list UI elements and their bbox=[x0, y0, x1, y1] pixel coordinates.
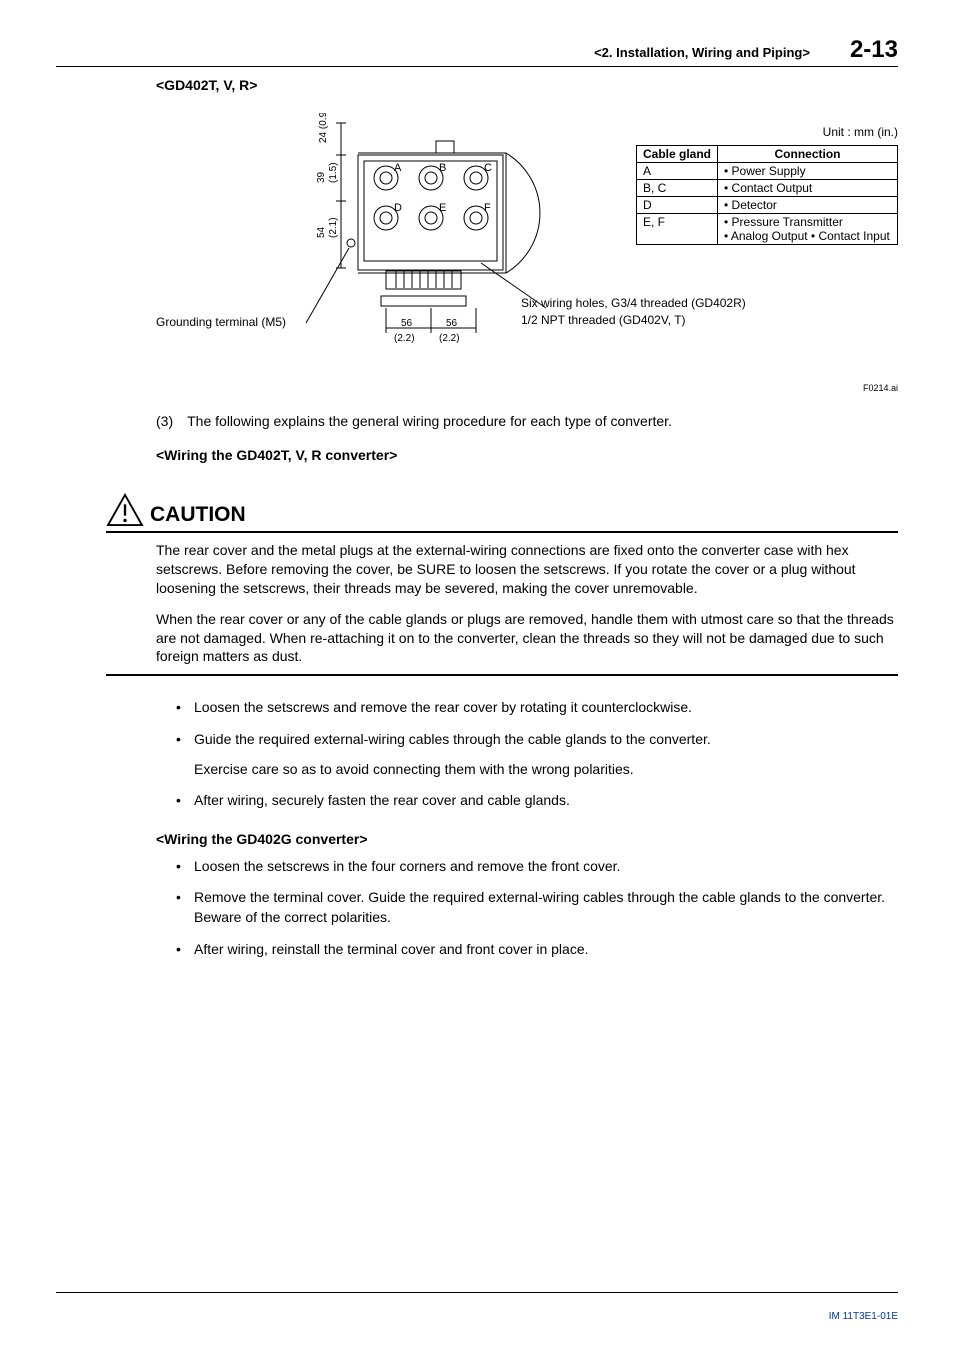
wiring-figure: Unit : mm (in.) Cable gland Connection A… bbox=[156, 113, 898, 393]
svg-text:A: A bbox=[394, 162, 402, 174]
svg-text:(2.1): (2.1) bbox=[328, 217, 339, 238]
footer-rule bbox=[56, 1292, 898, 1293]
list-item: Remove the terminal cover. Guide the req… bbox=[176, 888, 898, 927]
table-row: E, F• Pressure Transmitter • Analog Outp… bbox=[636, 214, 897, 245]
para-number: (3) bbox=[156, 413, 173, 429]
section-title: <2. Installation, Wiring and Piping> bbox=[594, 45, 810, 60]
table-row: A• Power Supply bbox=[636, 163, 897, 180]
caution-header: CAUTION bbox=[106, 493, 898, 527]
svg-text:(2.2): (2.2) bbox=[394, 333, 415, 344]
caution-icon bbox=[106, 493, 144, 527]
svg-text:E: E bbox=[439, 202, 446, 214]
para-text: The following explains the general wirin… bbox=[187, 413, 672, 429]
page-number: 2-13 bbox=[850, 36, 898, 64]
model-heading: <GD402T, V, R> bbox=[156, 77, 898, 93]
bullet-list-tvr: Loosen the setscrews and remove the rear… bbox=[156, 698, 898, 810]
svg-text:(1.5): (1.5) bbox=[328, 162, 339, 183]
caution-title: CAUTION bbox=[150, 503, 246, 527]
document-id: IM 11T3E1-01E bbox=[56, 1311, 898, 1322]
page-header: <2. Installation, Wiring and Piping> 2-1… bbox=[56, 36, 898, 67]
svg-text:B: B bbox=[439, 162, 446, 174]
cable-gland-table: Cable gland Connection A• Power Supply B… bbox=[636, 145, 898, 245]
svg-text:F: F bbox=[484, 202, 491, 214]
svg-text:56: 56 bbox=[446, 318, 458, 329]
svg-text:D: D bbox=[394, 202, 402, 214]
list-item: After wiring, securely fasten the rear c… bbox=[176, 791, 898, 811]
page: <2. Installation, Wiring and Piping> 2-1… bbox=[0, 0, 954, 1350]
grounding-terminal-label: Grounding terminal (M5) bbox=[156, 315, 286, 329]
table-header: Connection bbox=[718, 146, 898, 163]
content-area: <GD402T, V, R> Unit : mm (in.) Cable gla… bbox=[56, 77, 898, 959]
table-row: B, C• Contact Output bbox=[636, 180, 897, 197]
unit-label: Unit : mm (in.) bbox=[823, 125, 898, 139]
bullet-list-g: Loosen the setscrews in the four corners… bbox=[156, 857, 898, 959]
figure-id: F0214.ai bbox=[863, 383, 898, 393]
svg-text:54: 54 bbox=[316, 226, 327, 238]
paragraph-3: (3) The following explains the general w… bbox=[156, 413, 898, 429]
table-header-row: Cable gland Connection bbox=[636, 146, 897, 163]
caution-body: The rear cover and the metal plugs at th… bbox=[106, 531, 898, 676]
list-item: Loosen the setscrews in the four corners… bbox=[176, 857, 898, 877]
list-item-sub: Exercise care so as to avoid connecting … bbox=[194, 760, 898, 780]
svg-text:24 (0.9): 24 (0.9) bbox=[318, 113, 329, 143]
table-header: Cable gland bbox=[636, 146, 717, 163]
svg-text:(2.2): (2.2) bbox=[439, 333, 460, 344]
wiring-tvr-heading: <Wiring the GD402T, V, R converter> bbox=[156, 447, 898, 463]
table-row: D• Detector bbox=[636, 197, 897, 214]
caution-para: The rear cover and the metal plugs at th… bbox=[156, 541, 898, 598]
caution-block: CAUTION The rear cover and the metal plu… bbox=[106, 493, 898, 676]
caution-para: When the rear cover or any of the cable … bbox=[156, 610, 898, 667]
list-item: After wiring, reinstall the terminal cov… bbox=[176, 940, 898, 960]
list-item: Loosen the setscrews and remove the rear… bbox=[176, 698, 898, 718]
wiring-g-heading: <Wiring the GD402G converter> bbox=[156, 831, 898, 847]
list-item: Guide the required external-wiring cable… bbox=[176, 730, 898, 779]
wiring-holes-label: Six wiring holes, G3/4 threaded (GD402R)… bbox=[521, 295, 746, 329]
svg-text:39: 39 bbox=[316, 171, 327, 183]
svg-text:C: C bbox=[484, 162, 492, 174]
svg-text:56: 56 bbox=[401, 318, 413, 329]
page-footer: IM 11T3E1-01E bbox=[56, 1292, 898, 1322]
